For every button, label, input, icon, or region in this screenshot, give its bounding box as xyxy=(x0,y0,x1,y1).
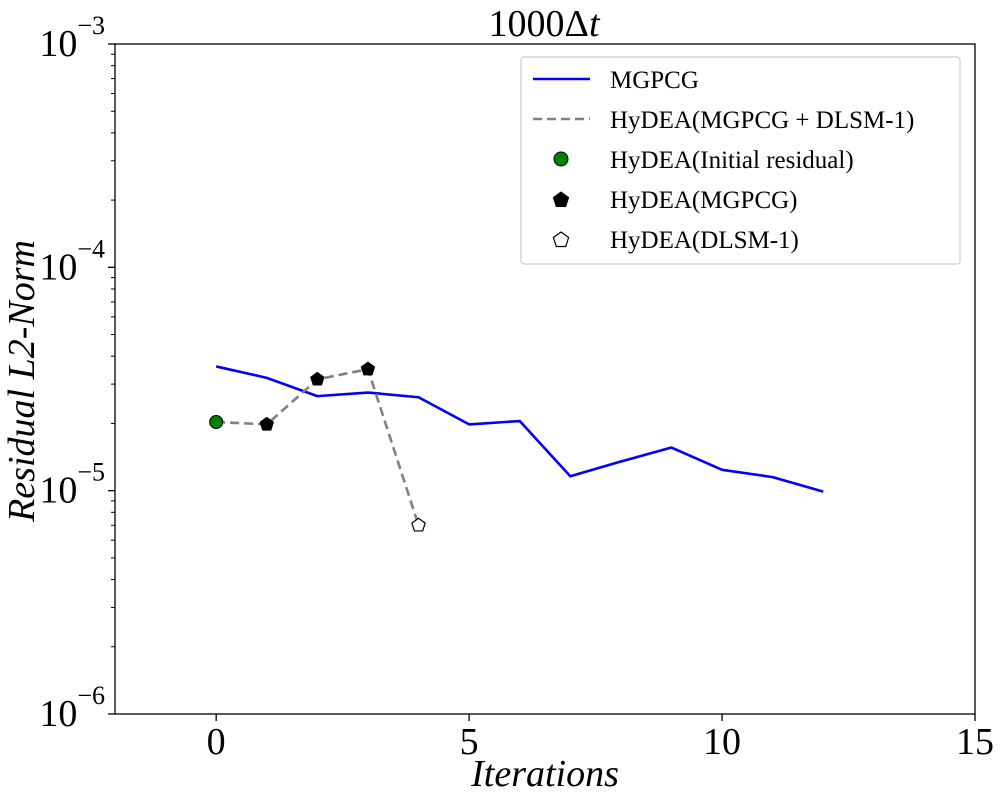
data-point-mgpcg xyxy=(310,371,325,386)
x-axis-label: Iterations xyxy=(470,753,619,795)
legend-label-hydea-mgpcg: HyDEA(MGPCG) xyxy=(610,187,798,214)
x-tick-label: 0 xyxy=(207,721,226,763)
legend: MGPCG HyDEA(MGPCG + DLSM-1) HyDEA(Initia… xyxy=(520,56,961,265)
y-tick-label: 10−5 xyxy=(39,458,105,512)
y-axis: 10−6 10−5 10−4 10−3 xyxy=(39,11,115,735)
x-tick-label: 15 xyxy=(956,721,994,763)
data-point-mgpcg xyxy=(360,361,376,376)
legend-label-initial-residual: HyDEA(Initial residual) xyxy=(610,147,854,174)
legend-label-hydea: HyDEA(MGPCG + DLSM-1) xyxy=(610,107,914,134)
legend-box xyxy=(520,56,961,265)
data-point-dlsm xyxy=(411,517,426,532)
x-tick-label: 5 xyxy=(460,721,479,763)
y-tick-label: 10−3 xyxy=(39,11,105,65)
legend-marker-dlsm-pentagon xyxy=(552,231,570,248)
y-axis-label: Residual L2-Norm xyxy=(1,240,43,523)
data-point-mgpcg xyxy=(259,416,275,431)
y-tick-label: 10−4 xyxy=(39,234,105,288)
chart-title: 1000Δt xyxy=(489,3,601,45)
legend-pentagon-filled xyxy=(552,191,570,207)
x-axis: 0 5 10 15 xyxy=(207,714,994,763)
series-line-0 xyxy=(215,365,824,493)
x-tick-label: 10 xyxy=(703,721,741,763)
legend-marker-mgpcg-pentagon xyxy=(552,191,570,207)
legend-pentagon-open xyxy=(552,231,570,248)
legend-label-mgpcg: MGPCG xyxy=(610,67,699,94)
legend-marker-initial-residual xyxy=(553,151,569,167)
y-tick-label: 10−6 xyxy=(39,681,105,735)
data-point-initial-residual xyxy=(209,414,224,429)
series-layer xyxy=(209,361,824,532)
legend-label-hydea-dlsm: HyDEA(DLSM-1) xyxy=(610,227,799,254)
